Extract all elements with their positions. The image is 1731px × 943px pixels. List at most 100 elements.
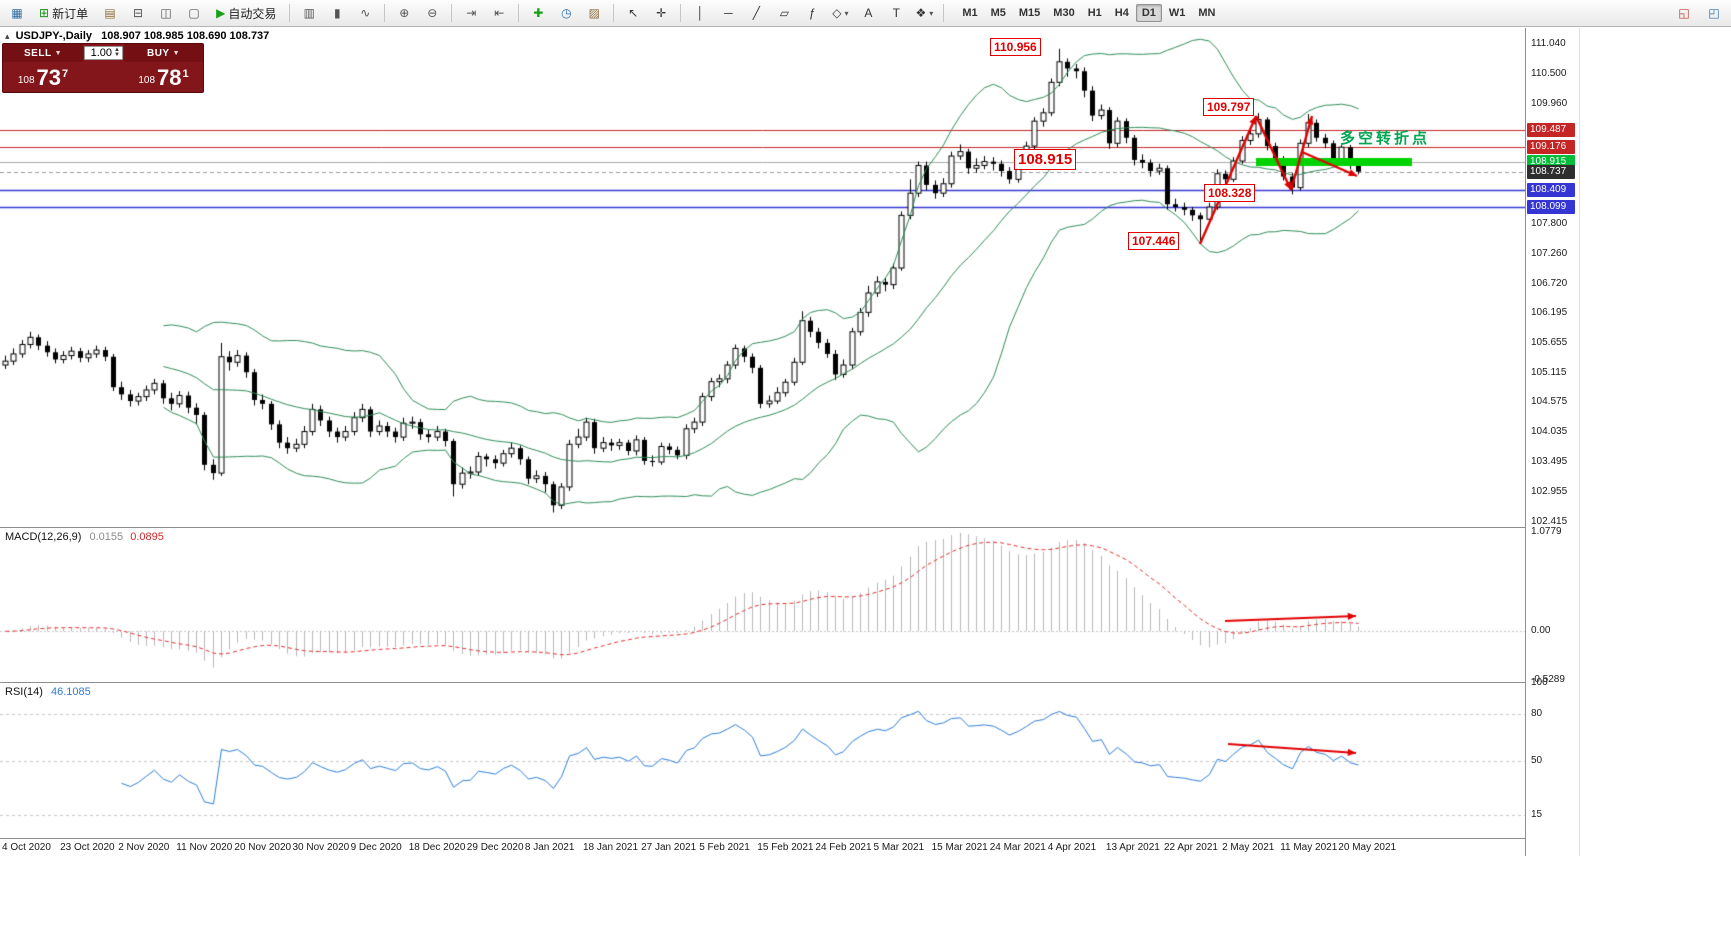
timeframe-w1[interactable]: W1 (1168, 7, 1186, 19)
horizontal-line-icon: ─ (724, 6, 733, 20)
chart-windows-button[interactable]: ◱ (1671, 2, 1697, 24)
toolbar-separator (451, 4, 453, 22)
price-axis-tick: 104.035 (1531, 426, 1568, 437)
time-axis-label: 2 May 2021 (1222, 842, 1275, 853)
time-axis-label: 30 Nov 2020 (292, 842, 350, 853)
collapse-icon[interactable]: ▴ (5, 31, 10, 41)
bar-chart-icon: ▥ (303, 6, 315, 20)
trendline-icon: ╱ (752, 6, 760, 20)
trendline-button[interactable]: ╱ (743, 2, 769, 24)
rsi-panel-canvas[interactable] (0, 683, 1525, 838)
time-axis-label: 4 Oct 2020 (2, 842, 51, 853)
rsi-axis-tick: 15 (1531, 809, 1543, 820)
turning-point-note[interactable]: 多空转折点 (1340, 130, 1431, 147)
time-axis-label: 4 Apr 2021 (1047, 842, 1097, 853)
price-annotation[interactable]: 108.915 (1014, 149, 1077, 170)
templates-button[interactable]: ▨ (581, 2, 607, 24)
rsi-label: RSI(14) 46.1085 (5, 686, 91, 698)
candlestick-chart-button[interactable]: ▮ (324, 2, 350, 24)
timeframe-mn[interactable]: MN (1198, 7, 1216, 19)
channel-button[interactable]: ▱ (771, 2, 797, 24)
macd-main-value: 0.0155 (89, 531, 124, 543)
periods-button[interactable]: ◷ (553, 2, 579, 24)
line-chart-button[interactable]: ∿ (352, 2, 378, 24)
sell-button[interactable]: 108 73 7 (3, 62, 83, 92)
volume-value: 1.00 (90, 47, 113, 59)
chart-shift-icon: ⇤ (494, 6, 505, 20)
new-chart-button[interactable]: ▦ (4, 2, 30, 24)
panel-separator[interactable] (0, 527, 1579, 528)
toolbar-separator (518, 4, 520, 22)
buy-button[interactable]: 108 78 1 (124, 62, 203, 92)
print-preview-icon: ◫ (160, 6, 172, 20)
text-icon: A (864, 6, 873, 20)
zoom-out-button[interactable]: ⊖ (419, 2, 445, 24)
rsi-title: RSI(14) (5, 686, 43, 698)
sell-price-pip: 7 (62, 68, 69, 80)
price-annotation[interactable]: 109.797 (1203, 98, 1255, 116)
horizontal-line-button[interactable]: ─ (715, 2, 741, 24)
time-axis-label: 13 Apr 2021 (1105, 842, 1160, 853)
shapes-button[interactable]: ◇ ▾ (827, 2, 853, 24)
chevron-down-icon: ▼ (172, 49, 181, 57)
time-axis-label: 8 Jan 2021 (524, 842, 575, 853)
cursor-button[interactable]: ↖ (620, 2, 646, 24)
line-chart-icon: ∿ (360, 6, 371, 20)
price-annotation[interactable]: 110.956 (990, 38, 1041, 56)
price-level-label: 108.737 (1527, 165, 1575, 179)
time-scale[interactable]: 4 Oct 2020 23 Oct 2020 2 Nov 2020 11 Nov 20… (0, 839, 1525, 857)
timeframe-h4[interactable]: H4 (1114, 7, 1129, 19)
zoom-in-button[interactable]: ⊕ (391, 2, 417, 24)
print-icon: ⊟ (133, 6, 144, 20)
timeframe-m30[interactable]: M30 (1053, 7, 1075, 19)
price-chart-canvas[interactable] (0, 28, 1525, 528)
price-level-label: 108.409 (1527, 183, 1575, 197)
timeframe-h1[interactable]: H1 (1087, 7, 1102, 19)
time-axis-label: 27 Jan 2021 (641, 842, 697, 853)
text-button[interactable]: A (855, 2, 881, 24)
chart-shift-button[interactable]: ⇤ (486, 2, 512, 24)
timeframe-switcher: M1 M5 M15 M30 H1 H4 D1 W1 MN (956, 4, 1221, 22)
fibonacci-button[interactable]: ƒ (799, 2, 825, 24)
timeframe-m15[interactable]: M15 (1018, 7, 1041, 19)
price-axis-tick: 105.115 (1531, 367, 1567, 378)
volume-input[interactable]: 1.00 ▲ ▼ (84, 46, 123, 60)
macd-panel-canvas[interactable] (0, 528, 1525, 683)
workspace-button[interactable]: ◰ (1701, 2, 1727, 24)
arrow-objects-button[interactable]: ❖ ▾ (911, 2, 937, 24)
crosshair-button[interactable]: ✛ (648, 2, 674, 24)
bar-chart-button[interactable]: ▥ (296, 2, 322, 24)
auto-scroll-icon: ⇥ (466, 6, 477, 20)
fullscreen-button[interactable]: ▢ (181, 2, 207, 24)
new-order-button[interactable]: ⊞ 新订单 (32, 2, 95, 24)
time-axis-label: 15 Mar 2021 (931, 842, 988, 853)
price-axis-tick: 107.260 (1531, 248, 1568, 259)
price-axis-tick: 110.500 (1531, 68, 1567, 79)
print-preview-button[interactable]: ◫ (153, 2, 179, 24)
timeframe-m1[interactable]: M1 (962, 7, 978, 19)
vertical-line-button[interactable]: │ (687, 2, 713, 24)
candlestick-chart-icon: ▮ (334, 6, 341, 20)
step-up-icon[interactable]: ▲ (114, 47, 120, 53)
price-scale[interactable]: 111.040110.500109.960109.420108.880108.3… (1525, 28, 1579, 856)
time-axis-label: 18 Jan 2021 (583, 842, 639, 853)
print-button[interactable]: ⊟ (125, 2, 151, 24)
timeframe-d1[interactable]: D1 (1135, 4, 1162, 22)
sell-header[interactable]: SELL ▼ (3, 44, 83, 62)
price-annotation[interactable]: 107.446 (1128, 232, 1180, 250)
auto-scroll-button[interactable]: ⇥ (458, 2, 484, 24)
volume-stepper[interactable]: ▲ ▼ (114, 47, 120, 58)
panel-separator[interactable] (0, 682, 1579, 683)
toolbar-separator (384, 4, 386, 22)
auto-trading-button[interactable]: ▶ 自动交易 (209, 2, 283, 24)
price-annotation[interactable]: 108.328 (1204, 184, 1256, 202)
timeframe-m5[interactable]: M5 (990, 7, 1006, 19)
step-down-icon[interactable]: ▼ (114, 52, 120, 58)
text-label-button[interactable]: T (883, 2, 909, 24)
profiles-button[interactable]: ▤ (97, 2, 123, 24)
buy-header[interactable]: BUY ▼ (124, 44, 203, 62)
toolbar-button-group: ▦ ⊞ 新订单 ▤ ⊟ ◫ ▢ ▶ 自动交易 ▥ ▮ ∿ ⊕ ⊖ ⇥ ⇤ ✚ ◷ ▨ ↖ ✛ │ ─ ╱ ▱ ƒ ◇ ▾ A T ❖ ▾ (4, 2, 948, 24)
indicators-button[interactable]: ✚ (525, 2, 551, 24)
time-axis-separator (0, 838, 1579, 839)
